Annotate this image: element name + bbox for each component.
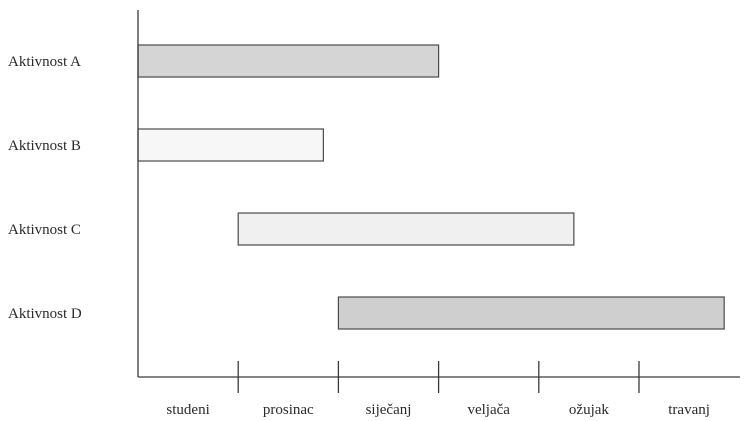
bars-layer xyxy=(137,44,725,330)
labels-layer: Aktivnost A Aktivnost B Aktivnost C Aktivno… xyxy=(8,54,710,418)
x-tick-label-4: ožujak xyxy=(569,402,609,418)
x-tick-label-0: studeni xyxy=(166,402,209,418)
x-tick-label-1: prosinac xyxy=(263,402,314,418)
row-label-aktivnost-a: Aktivnost A xyxy=(8,54,81,70)
axis-layer xyxy=(137,10,740,393)
x-tick-label-5: travanj xyxy=(668,402,710,418)
x-tick-label-2: siječanj xyxy=(366,402,412,418)
row-label-aktivnost-d: Aktivnost D xyxy=(8,306,82,322)
bar-aktivnost-a xyxy=(137,44,440,78)
row-label-aktivnost-b: Aktivnost B xyxy=(8,138,81,154)
row-label-aktivnost-c: Aktivnost C xyxy=(8,222,81,238)
bar-aktivnost-c xyxy=(237,212,575,246)
bar-aktivnost-b xyxy=(137,128,324,162)
bar-aktivnost-d xyxy=(337,296,725,330)
x-tick-label-3: veljača xyxy=(467,402,510,418)
